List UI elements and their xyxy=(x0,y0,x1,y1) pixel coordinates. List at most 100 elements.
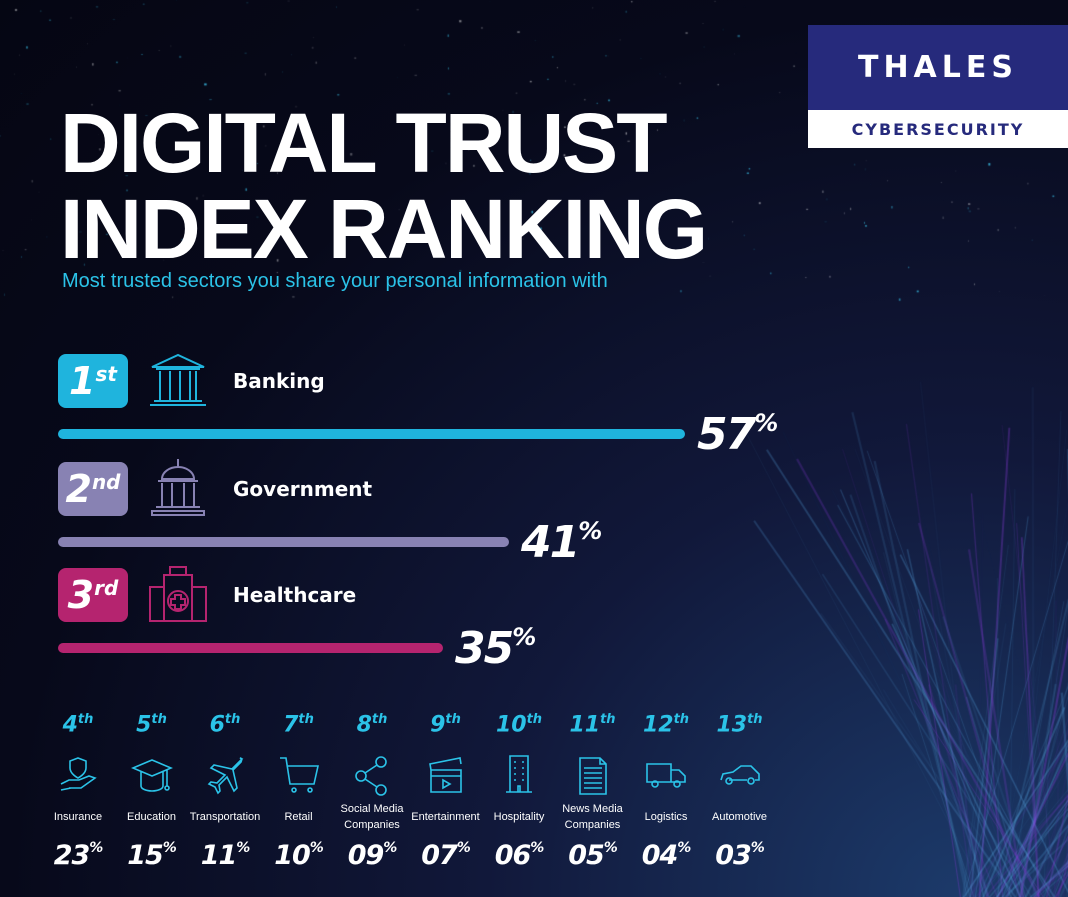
shopping-cart-icon xyxy=(279,757,319,793)
percent-value: 41% xyxy=(521,517,602,568)
sector-column: 13th Automotive 03% xyxy=(695,712,785,871)
sector-name: Social Media Companies xyxy=(340,803,404,831)
percent-number: 15 xyxy=(127,840,164,871)
percent-number: 05 xyxy=(568,840,605,871)
rank-number: 2 xyxy=(65,467,92,511)
title-line-1: DIGITAL TRUST xyxy=(60,96,668,190)
percent-unit: % xyxy=(677,840,691,856)
percent-number: 06 xyxy=(494,840,532,871)
percent-number: 07 xyxy=(421,840,458,871)
percent-value: 15% xyxy=(107,840,197,871)
sector-name: Entertainment xyxy=(411,811,480,823)
sector-name: Insurance xyxy=(53,811,103,823)
rank-suffix: th xyxy=(371,712,388,727)
percent-value: 06% xyxy=(474,840,564,871)
rank-suffix: th xyxy=(298,712,314,727)
percent-number: 57 xyxy=(697,409,756,460)
percent-unit: % xyxy=(162,840,177,856)
rank-number: 11 xyxy=(569,712,601,738)
sector-column: 10th Hospitality 06% xyxy=(474,712,564,871)
percent-unit: % xyxy=(456,840,471,856)
bank-icon xyxy=(150,353,206,406)
rank-label: 6th xyxy=(180,712,270,742)
logo-brand: THALES xyxy=(808,25,1068,110)
sector-name: Logistics xyxy=(644,811,688,823)
rank-number: 7 xyxy=(283,712,299,738)
percent-unit: % xyxy=(309,840,324,856)
bar-healthcare xyxy=(58,643,443,653)
sector-column: 5th Education 15% xyxy=(107,712,197,871)
percent-number: 41 xyxy=(521,517,580,568)
percent-value: 35% xyxy=(455,623,536,674)
logo-sub: CYBERSECURITY xyxy=(808,110,1068,148)
rank-number: 6 xyxy=(209,712,225,738)
percent-value: 04% xyxy=(621,840,711,871)
rank-suffix: rd xyxy=(94,576,119,600)
percent-unit: % xyxy=(383,840,397,856)
sector-label: Healthcare xyxy=(233,583,357,607)
percent-number: 09 xyxy=(347,840,385,871)
rank-number: 8 xyxy=(356,712,372,738)
sector-name: Education xyxy=(127,811,176,823)
airplane-icon xyxy=(207,757,244,795)
sector-column: 4th Insurance 23% xyxy=(33,712,123,871)
rank-number: 4 xyxy=(62,712,78,738)
rank-number: 1 xyxy=(69,359,96,403)
car-icon xyxy=(719,765,760,785)
rank-suffix: th xyxy=(445,712,461,727)
percent-unit: % xyxy=(236,840,250,856)
hand-shield-icon xyxy=(60,757,97,791)
subtitle: Most trusted sectors you share your pers… xyxy=(62,270,608,292)
rank-label: 8th xyxy=(327,712,417,742)
rank-suffix: th xyxy=(673,712,690,727)
graduation-cap-icon xyxy=(130,759,173,792)
percent-value: 11% xyxy=(180,840,270,871)
rank-suffix: th xyxy=(151,712,167,727)
page-title: DIGITAL TRUST INDEX RANKING xyxy=(60,96,708,276)
percent-number: 04 xyxy=(641,840,679,871)
rank-number: 13 xyxy=(716,712,748,738)
percent-value: 03% xyxy=(695,840,785,871)
percent-unit: % xyxy=(750,840,765,856)
thales-logo: THALES CYBERSECURITY xyxy=(808,25,1068,148)
percent-unit: % xyxy=(578,517,602,545)
sector-name: Automotive xyxy=(711,811,768,823)
title-line-2: INDEX RANKING xyxy=(60,182,708,276)
sector-column: 11th News Media Companies 05% xyxy=(548,712,638,871)
clapperboard-icon xyxy=(428,757,462,793)
rank-suffix: th xyxy=(77,712,94,727)
sector-column: 8th Social Media Companies 09% xyxy=(327,712,417,871)
rank-label: 5th xyxy=(107,712,197,742)
sector-column: 6th Transportation 11% xyxy=(180,712,270,871)
sector-name: Transportation xyxy=(189,811,261,823)
rank-suffix: th xyxy=(600,712,616,727)
rank-suffix: th xyxy=(224,712,241,727)
percent-value: 23% xyxy=(33,840,123,871)
rank-number: 5 xyxy=(136,712,152,738)
rank-suffix: th xyxy=(747,712,763,727)
document-icon xyxy=(578,757,607,795)
percent-number: 11 xyxy=(200,840,238,871)
rank-label: 12th xyxy=(621,712,711,742)
bar-banking xyxy=(58,429,685,439)
sector-name: Retail xyxy=(284,811,313,823)
sector-label: Banking xyxy=(233,369,325,393)
rank-suffix: th xyxy=(526,712,543,727)
sector-column: 7th Retail 10% xyxy=(254,712,344,871)
sector-name: News Media Companies xyxy=(562,803,623,831)
rank-number: 12 xyxy=(642,712,674,738)
percent-value: 57% xyxy=(697,409,778,460)
percent-number: 10 xyxy=(274,840,311,871)
percent-unit: % xyxy=(512,623,536,651)
percent-number: 35 xyxy=(455,623,514,674)
bar-government xyxy=(58,537,509,547)
share-icon xyxy=(355,756,387,796)
rank-suffix: st xyxy=(95,362,117,386)
rank-label: 9th xyxy=(401,712,491,742)
sector-column: 9th Entertainment 07% xyxy=(401,712,491,871)
rank-label: 4th xyxy=(33,712,123,742)
